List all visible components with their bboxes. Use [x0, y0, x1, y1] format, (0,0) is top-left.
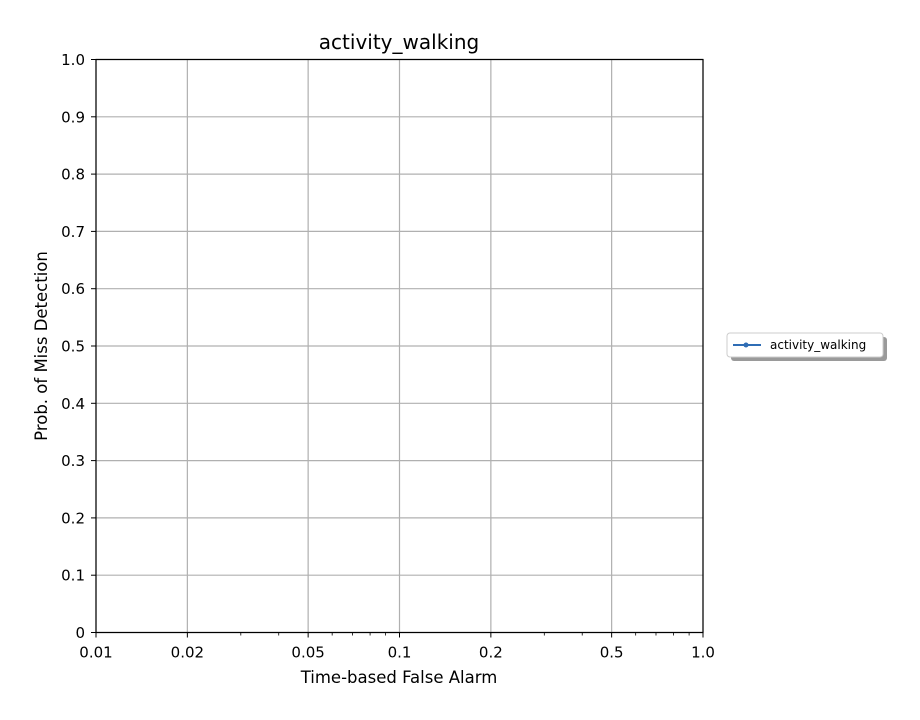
x-axis-label: Time-based False Alarm	[300, 668, 498, 687]
legend-marker-activity-walking	[743, 342, 749, 348]
y-tick-label: 0.7	[61, 223, 85, 241]
y-tick-label: 0.4	[61, 395, 85, 413]
y-tick-label: 0.2	[61, 509, 85, 527]
y-tick-label: 0.3	[61, 452, 85, 470]
x-tick-label: 1.0	[691, 644, 715, 662]
grid	[95, 58, 704, 634]
x-tick-label: 0.2	[479, 644, 503, 662]
legend-box	[726, 332, 884, 358]
x-axis-ticks: 0.01 0.02 0.05 0.1 0.2 0.5 1.0	[79, 632, 715, 662]
x-tick-label: 0.1	[388, 644, 412, 662]
y-tick-label: 0	[75, 624, 85, 642]
x-tick-label: 0.05	[291, 644, 324, 662]
y-axis-ticks: 0 0.1 0.2 0.3 0.4 0.5 0.6 0.7 0.8 0.9 1.0	[61, 51, 96, 642]
legend: activity_walking	[726, 332, 887, 361]
plot-frame	[95, 58, 704, 634]
chart-title: activity_walking	[319, 30, 479, 54]
y-tick-label: 0.9	[61, 108, 85, 126]
legend-label-activity-walking: activity_walking	[770, 338, 866, 352]
x-tick-label: 0.5	[600, 644, 624, 662]
y-axis-label: Prob. of Miss Detection	[32, 251, 51, 441]
x-tick-label: 0.01	[79, 644, 112, 662]
y-tick-label: 0.8	[61, 166, 85, 184]
y-tick-label: 0.1	[61, 567, 85, 585]
y-tick-label: 0.6	[61, 280, 85, 298]
x-tick-label: 0.02	[171, 644, 204, 662]
y-tick-label: 1.0	[61, 51, 85, 69]
y-tick-label: 0.5	[61, 338, 85, 356]
